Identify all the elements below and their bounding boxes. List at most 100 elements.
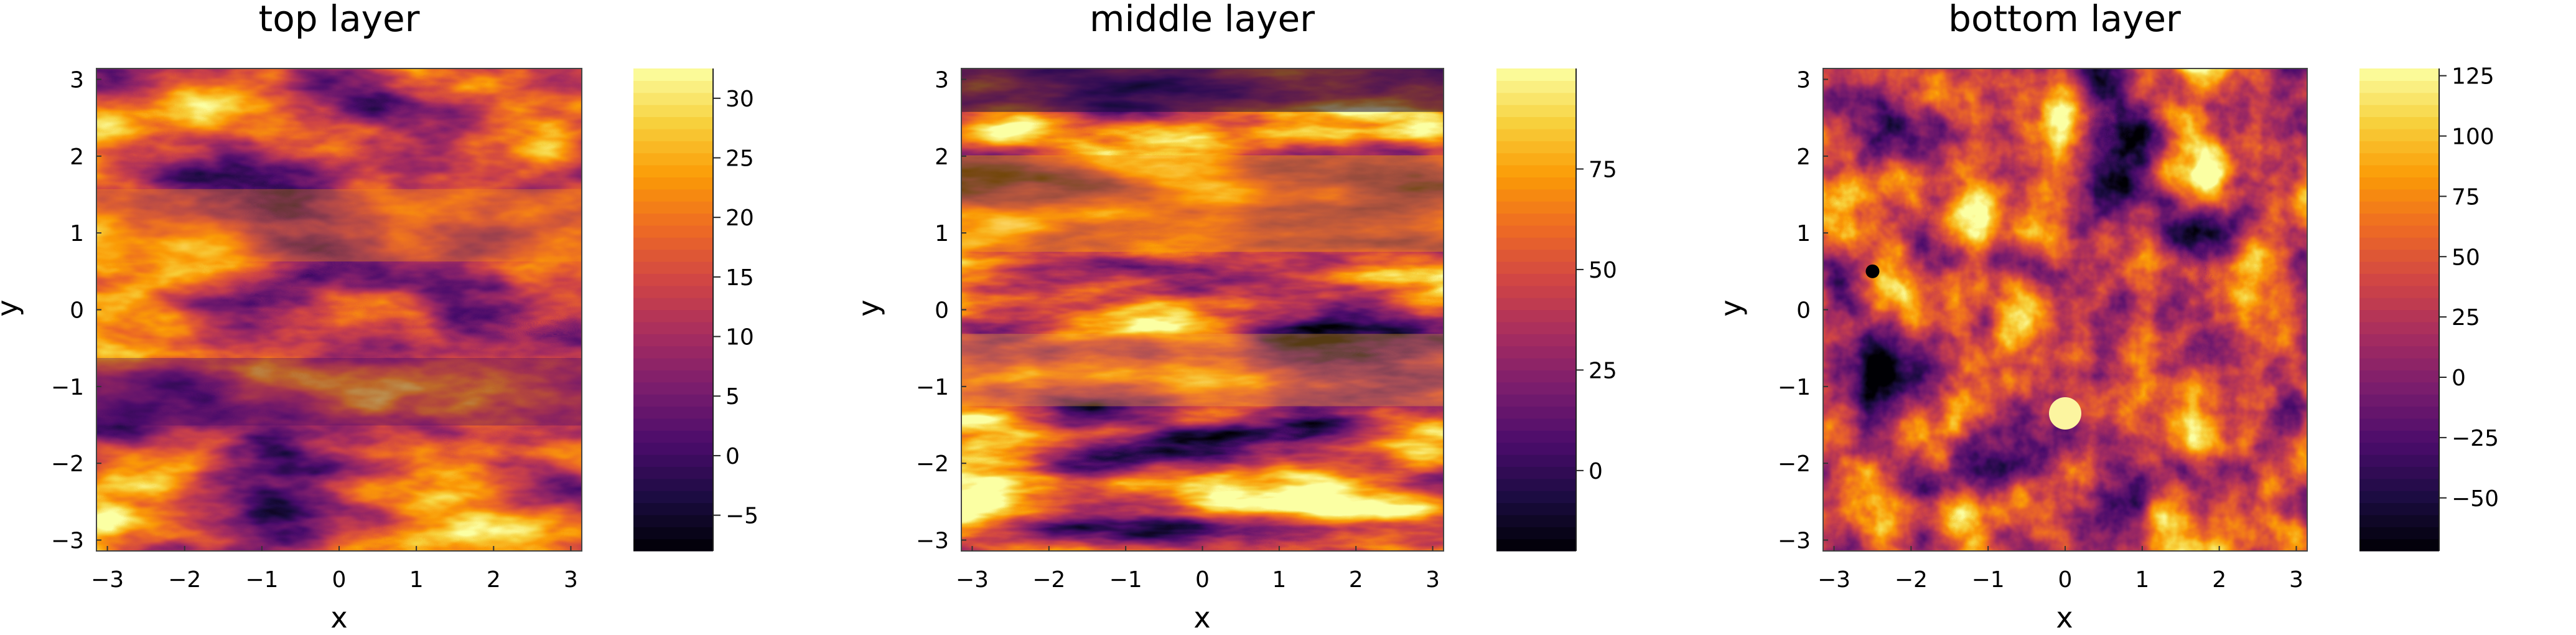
heatmap-texture [1823, 68, 2307, 551]
colorbar-segment [1496, 442, 1576, 455]
colorbar-segment [2359, 394, 2439, 407]
colorbar-segment [1496, 105, 1576, 118]
x-tick-label: 1 [2135, 567, 2149, 593]
colorbar-tick-label: 25 [2452, 305, 2480, 331]
colorbar-segment [2359, 165, 2439, 177]
colorbar-segment [1496, 454, 1576, 467]
panel-bottom-layer: bottom layer −3 −2 −1 0 1 2 3 −3 −2 −1 0 1 2 3 x y −… [1714, 0, 2499, 634]
colorbar-segment [1496, 285, 1576, 298]
colorbar: −50 −25 0 25 50 75 100 125 [2359, 64, 2499, 552]
colorbar-segment [633, 153, 713, 166]
colorbar-segment [2359, 309, 2439, 322]
colorbar-segment [633, 80, 713, 93]
colorbar-segment [2359, 527, 2439, 540]
colorbar-segment [1496, 165, 1576, 177]
colorbar-tick-label: 125 [2452, 64, 2494, 90]
colorbar-segment [2359, 321, 2439, 334]
heatmap-noise [961, 68, 1444, 551]
colorbar-segment [633, 249, 713, 262]
colorbar-segment [2359, 237, 2439, 250]
colorbar-segment [2359, 334, 2439, 347]
colorbar-segment [633, 442, 713, 455]
colorbar-segment [2359, 346, 2439, 359]
colorbar-segment [633, 189, 713, 202]
colorbar-segment [633, 116, 713, 129]
x-tick-label: 0 [1195, 567, 1210, 593]
colorbar-segment [633, 285, 713, 298]
colorbar-segment [1496, 225, 1576, 238]
heatmap-texture [961, 68, 1444, 551]
x-tick-label: −1 [1109, 567, 1142, 593]
colorbar-segment [1496, 418, 1576, 431]
y-tick-label: 1 [70, 221, 84, 247]
y-tick-label: −3 [51, 529, 84, 554]
colorbar-tick-label: 25 [1589, 358, 1617, 383]
colorbar-segment [633, 165, 713, 177]
colorbar-segment [2359, 153, 2439, 166]
y-tick-label: −2 [51, 451, 84, 477]
y-tick-label: 2 [70, 144, 84, 170]
x-axis-ticks: −3 −2 −1 0 1 2 3 [1818, 546, 2303, 593]
bright-band [96, 189, 582, 261]
y-tick-label: −1 [1778, 375, 1811, 400]
colorbar-tick-label: 0 [1589, 459, 1603, 484]
colorbar-segment [633, 321, 713, 334]
colorbar-segment [633, 502, 713, 515]
panel-title: bottom layer [1948, 0, 2181, 40]
colorbar-segment [633, 394, 713, 407]
x-tick-label: 1 [409, 567, 424, 593]
colorbar-segment [1496, 406, 1576, 419]
x-axis-ticks: −3 −2 −1 0 1 2 3 [91, 546, 578, 593]
colorbar-segment [633, 261, 713, 274]
colorbar-segment [1496, 237, 1576, 250]
dark-vortex [1865, 264, 1880, 278]
bright-band [961, 155, 1444, 252]
colorbar-segment [1496, 298, 1576, 311]
colorbar-tick-label: −5 [726, 504, 758, 529]
y-axis-ticks: −3 −2 −1 0 1 2 3 [51, 67, 101, 554]
colorbar-segment [2359, 502, 2439, 515]
x-tick-label: −2 [1895, 567, 1928, 593]
colorbar-segment [1496, 68, 1576, 81]
x-tick-label: 3 [2289, 567, 2303, 593]
colorbar-segment [633, 358, 713, 370]
colorbar-segment [2359, 213, 2439, 226]
colorbar-segment [1496, 213, 1576, 226]
colorbar-segment [633, 382, 713, 395]
colorbar-segment [633, 213, 713, 226]
colorbar-tick-label: −50 [2452, 486, 2499, 512]
colorbar-tick-label: 100 [2452, 125, 2494, 150]
x-tick-label: 2 [2212, 567, 2226, 593]
colorbar-segment [1496, 201, 1576, 214]
y-tick-label: −2 [1778, 451, 1811, 477]
colorbar-segment [1496, 92, 1576, 105]
colorbar-tick-label: 20 [726, 205, 754, 231]
colorbar-segment [633, 141, 713, 154]
colorbar-segment [2359, 491, 2439, 504]
dark-band [96, 358, 582, 426]
colorbar-segment [2359, 225, 2439, 238]
colorbar-segment [1496, 309, 1576, 322]
colorbar-tick-label: 0 [2452, 365, 2466, 391]
x-tick-label: −1 [1972, 567, 2005, 593]
x-tick-label: −3 [1818, 567, 1850, 593]
colorbar-segment [1496, 370, 1576, 383]
y-tick-label: −3 [916, 529, 949, 554]
y-tick-label: 1 [935, 221, 949, 247]
x-tick-label: −3 [91, 567, 124, 593]
colorbar-segment [1496, 334, 1576, 347]
x-tick-label: 3 [564, 567, 578, 593]
colorbar-tick-label: 10 [726, 325, 754, 350]
colorbar-segment [633, 466, 713, 479]
colorbar: −5 0 5 10 15 20 25 30 [633, 68, 758, 552]
colorbar-segment [633, 92, 713, 105]
colorbar-segment [633, 454, 713, 467]
colorbar-segment [633, 334, 713, 347]
colorbar-segment [1496, 502, 1576, 515]
colorbar-segment [1496, 249, 1576, 262]
panel-top-layer: top layer −3 −2 −1 0 1 2 3 −3 −2 −1 0 1 2 3 x y −5 0 5… [0, 0, 758, 634]
x-axis-label: x [330, 601, 347, 634]
colorbar-tick-label: 15 [726, 265, 754, 291]
y-tick-label: 0 [1796, 298, 1811, 324]
